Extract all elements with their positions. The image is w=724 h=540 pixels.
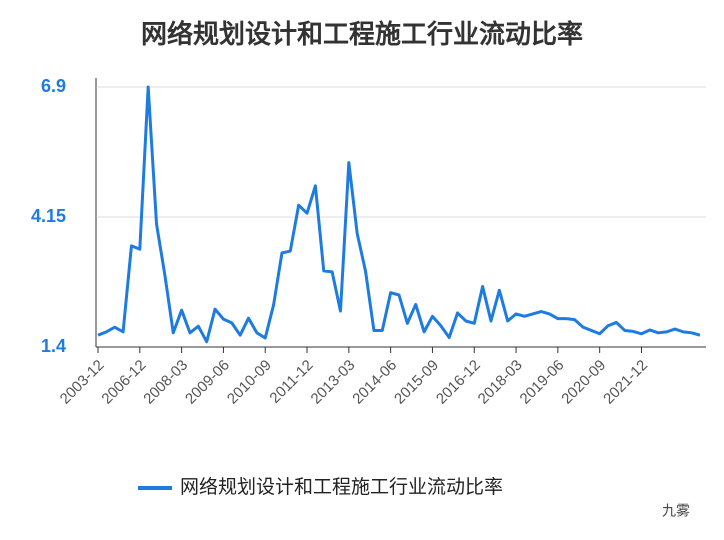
y-tick-label: 6.9 <box>41 76 66 96</box>
x-tick-label: 2008-03 <box>140 357 191 408</box>
x-tick-label: 2020-09 <box>558 357 609 408</box>
x-tick-label: 2018-03 <box>475 357 526 408</box>
x-tick-label: 2014-06 <box>349 357 400 408</box>
x-tick-label: 2016-12 <box>433 357 484 408</box>
x-tick-label: 2010-09 <box>224 357 275 408</box>
y-tick-label: 4.15 <box>31 206 66 226</box>
data-line <box>97 85 701 344</box>
x-tick-label: 2019-06 <box>517 357 568 408</box>
x-tick-label: 2021-12 <box>600 357 651 408</box>
watermark: 九雾 <box>662 503 690 519</box>
chart-title: 网络规划设计和工程施工行业流动比率 <box>141 19 583 49</box>
y-tick-label: 1.4 <box>41 336 66 356</box>
x-tick-label: 2013-03 <box>308 357 359 408</box>
x-tick-label: 2011-12 <box>267 357 317 407</box>
legend-label: 网络规划设计和工程施工行业流动比率 <box>180 476 503 498</box>
x-tick-label: 2015-09 <box>391 357 442 408</box>
x-tick-label: 2003-12 <box>57 357 108 408</box>
x-tick-label: 2006-12 <box>98 357 149 408</box>
x-tick-label: 2009-06 <box>182 357 233 408</box>
